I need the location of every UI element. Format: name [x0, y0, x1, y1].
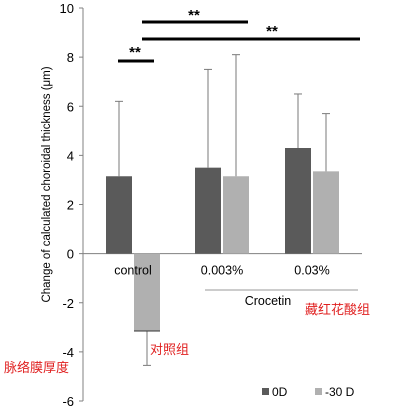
legend-label: 0D — [272, 385, 288, 399]
significance-label: ** — [188, 7, 200, 24]
choroid-chinese-label: 脉络膜厚度 — [4, 361, 70, 376]
legend-swatch — [262, 388, 269, 395]
y-tick-label: 8 — [67, 50, 74, 65]
y-tick-label: -6 — [62, 394, 74, 409]
bar-minus30d-2 — [313, 171, 339, 254]
legend-label: -30 D — [325, 385, 355, 399]
x-category-label: 0.003% — [201, 264, 243, 278]
x-category-label: control — [114, 264, 152, 278]
y-tick-label: -2 — [62, 296, 74, 311]
bar-minus30d-0 — [134, 253, 160, 331]
bar-0d-2 — [285, 148, 311, 254]
bar-minus30d-1 — [223, 176, 249, 254]
legend-swatch — [315, 388, 322, 395]
bar-0d-0 — [106, 176, 132, 254]
y-tick-label: 2 — [67, 198, 74, 213]
control-chinese-label: 对照组 — [150, 343, 190, 358]
crocetin-chinese-label: 藏红花酸组 — [305, 303, 371, 318]
y-tick-label: 4 — [67, 148, 74, 163]
y-tick-label: 0 — [67, 247, 74, 262]
significance-label: ** — [129, 44, 141, 61]
significance-label: ** — [266, 23, 278, 40]
bar-0d-1 — [195, 167, 221, 254]
crocetin-group-label: Crocetin — [245, 294, 292, 308]
x-category-label: 0.03% — [294, 264, 329, 278]
y-tick-label: -4 — [62, 345, 74, 360]
y-axis-title: Change of calculated choroidal thickness… — [41, 66, 53, 302]
y-tick-label: 10 — [60, 1, 74, 16]
y-tick-label: 6 — [67, 99, 74, 114]
